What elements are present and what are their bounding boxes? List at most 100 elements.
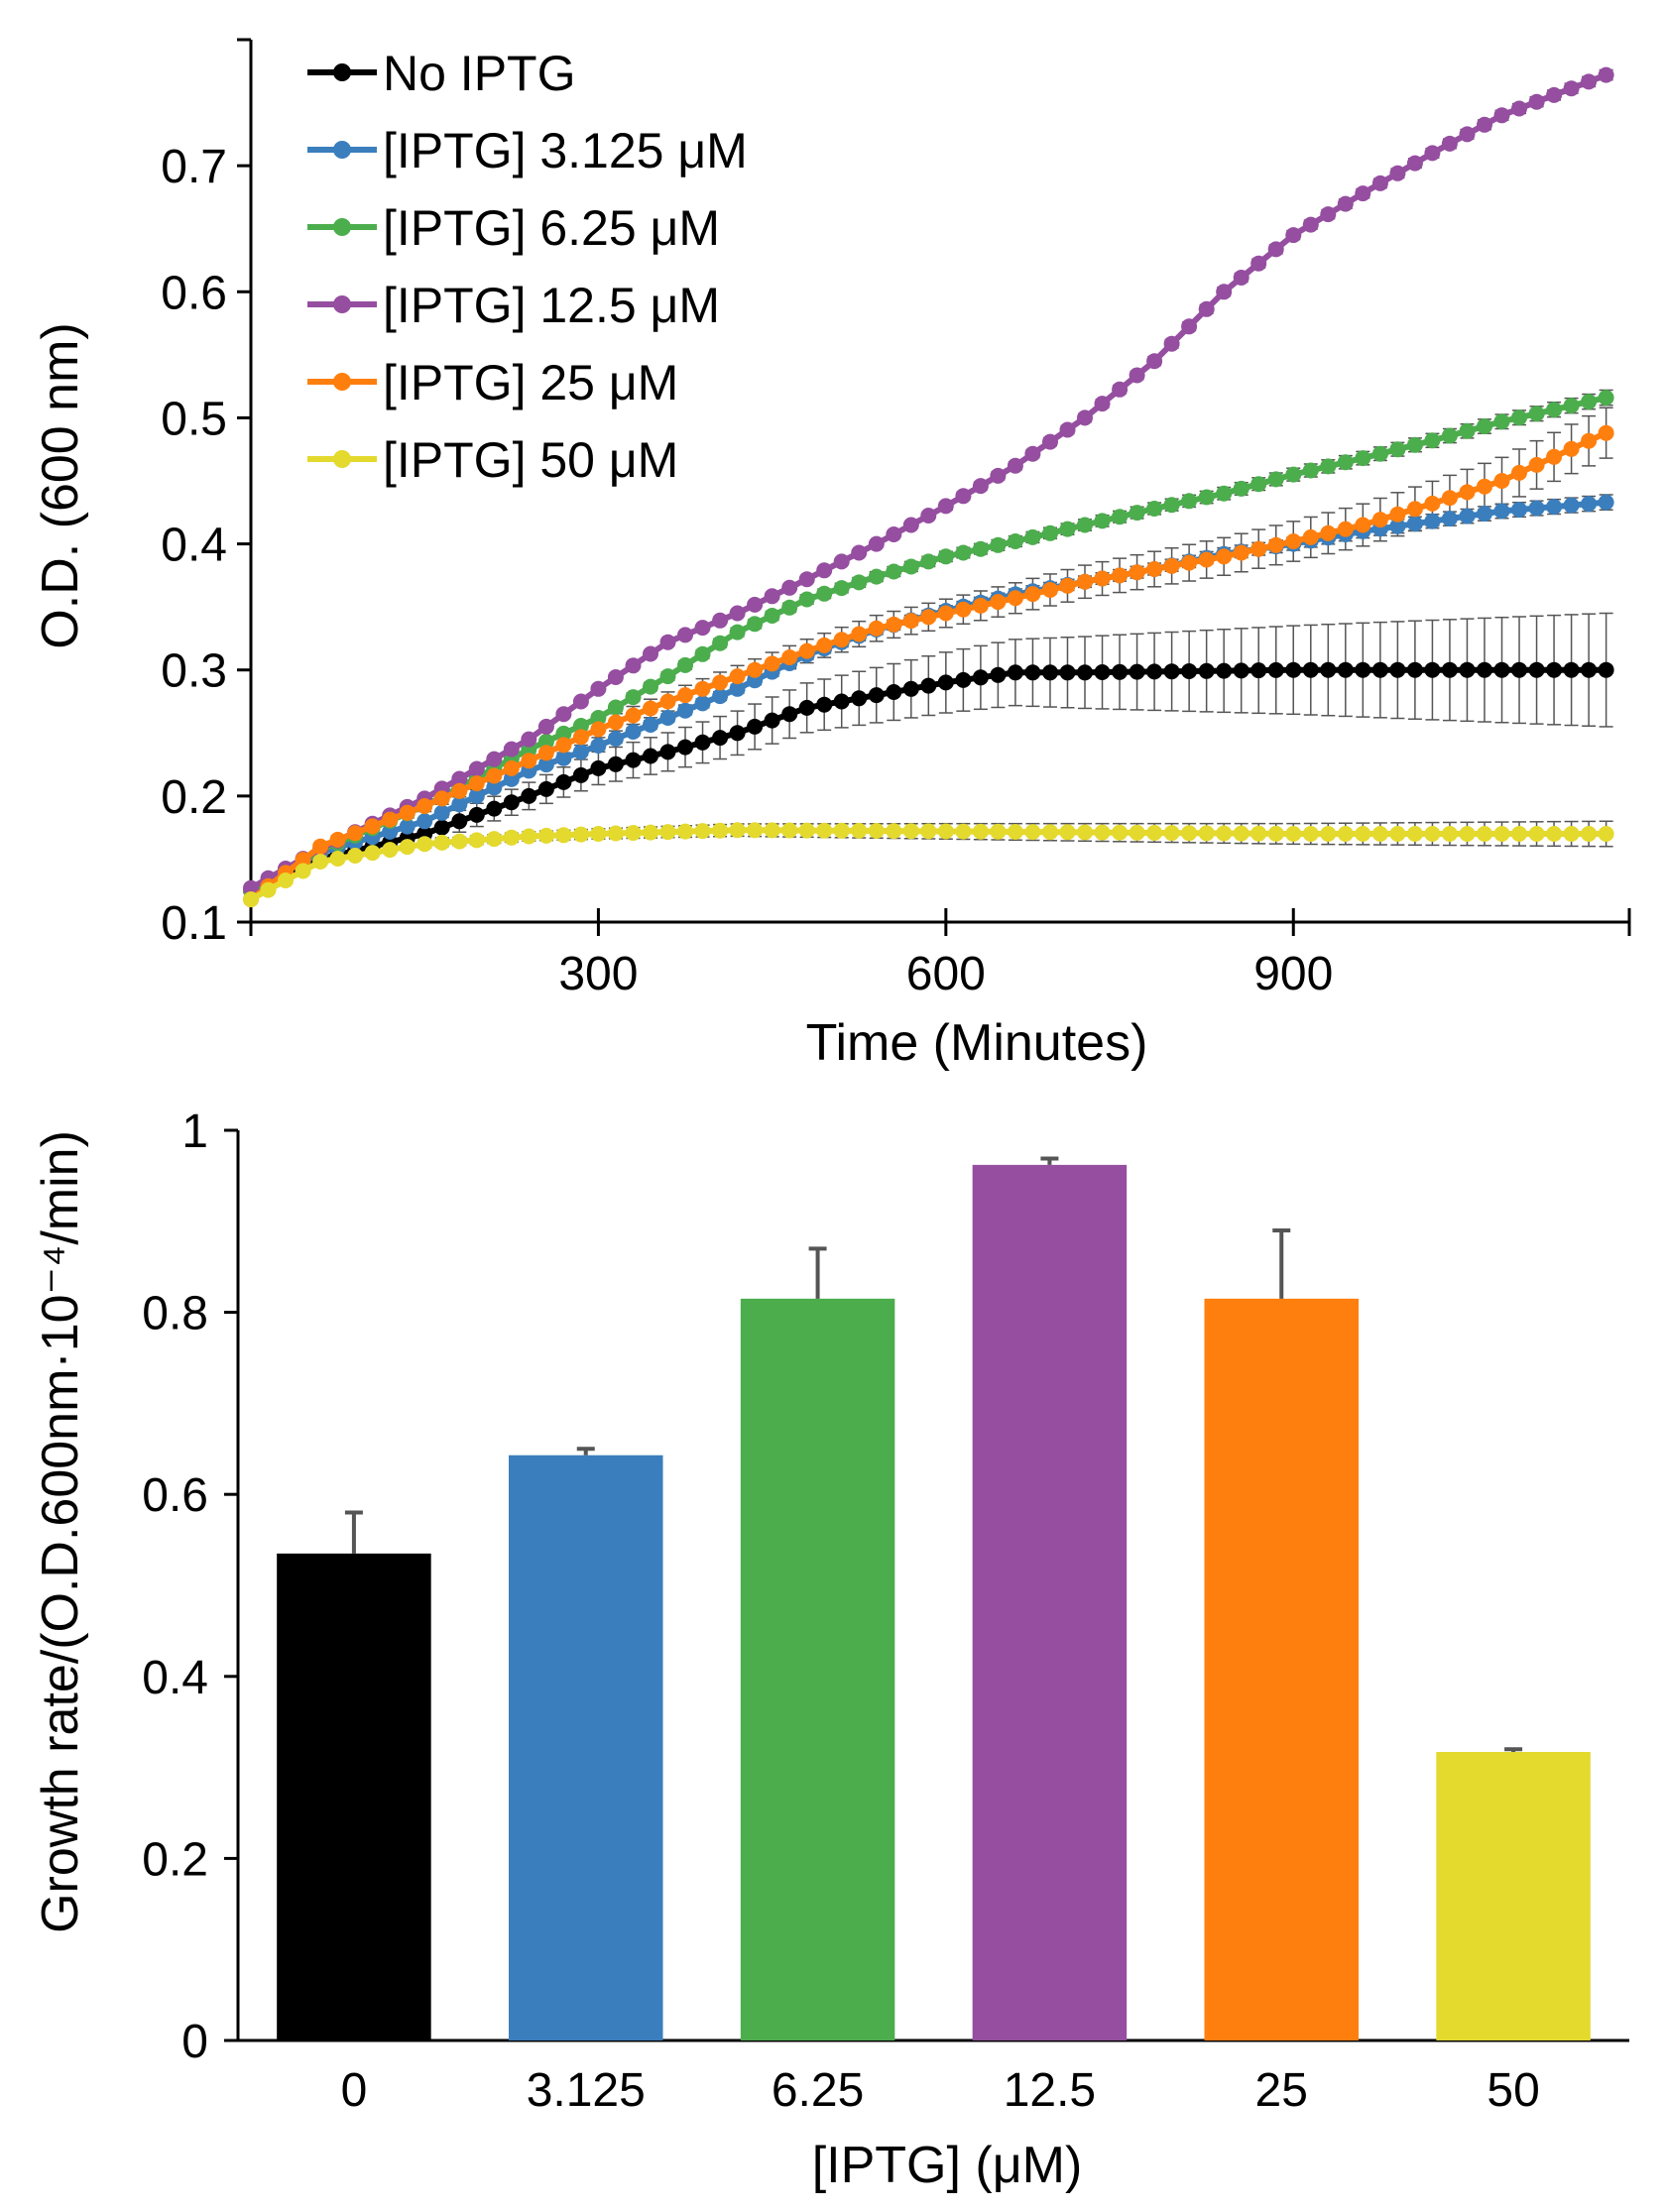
data-point <box>1337 661 1354 678</box>
data-point <box>1371 661 1388 678</box>
data-point <box>1459 484 1476 501</box>
data-point <box>1581 661 1598 678</box>
data-point <box>937 605 954 622</box>
line-chart-y-tick-label: 0.2 <box>161 771 227 824</box>
data-point <box>1146 825 1163 841</box>
data-point <box>607 756 624 772</box>
data-point <box>1563 661 1580 678</box>
data-point <box>1546 402 1563 418</box>
data-point <box>572 744 589 760</box>
data-point <box>625 752 642 768</box>
data-point <box>972 478 989 495</box>
data-point <box>590 721 607 738</box>
data-point <box>868 535 885 552</box>
line-chart-y-tick-label: 0.5 <box>161 393 227 445</box>
data-point <box>1320 661 1337 678</box>
line-chart-series <box>243 66 1614 908</box>
data-point <box>1546 826 1563 842</box>
bar-chart-bars <box>277 1164 1591 2040</box>
data-point <box>972 540 989 557</box>
data-point <box>1077 573 1093 590</box>
data-point <box>1250 662 1267 679</box>
data-point <box>1198 551 1215 568</box>
data-point <box>382 811 399 828</box>
data-point <box>1250 476 1267 493</box>
data-point <box>607 699 624 716</box>
data-point <box>798 699 815 716</box>
data-point <box>433 804 450 821</box>
data-point <box>1389 661 1406 678</box>
data-point <box>798 591 815 608</box>
data-point <box>451 782 468 799</box>
bar-chart-ticks: 0 0.2 0.4 0.6 0.8 1 0 3.125 6.25 12.5 25 50 <box>142 1106 1540 2117</box>
data-point <box>1406 516 1423 532</box>
data-point <box>1337 826 1354 842</box>
data-point <box>1198 489 1215 506</box>
line-chart-y-tick-label: 0.6 <box>161 267 227 319</box>
data-point <box>1094 513 1111 529</box>
data-point <box>1459 126 1476 143</box>
data-point <box>920 823 937 840</box>
data-point <box>677 687 693 704</box>
line-chart-x-tick-label: 600 <box>906 948 986 1000</box>
data-point <box>1511 826 1527 842</box>
data-point <box>1337 521 1354 537</box>
data-point <box>1528 406 1545 422</box>
bar-chart-y-tick-label: 0 <box>181 2016 208 2068</box>
data-point <box>1042 582 1058 598</box>
data-point <box>1528 93 1545 110</box>
line-chart-x-tick-label: 300 <box>558 948 638 1000</box>
data-point <box>1424 826 1441 842</box>
data-point <box>816 562 833 579</box>
data-point <box>364 818 381 835</box>
data-point <box>643 700 658 717</box>
data-point <box>972 823 989 840</box>
data-point <box>1511 661 1527 678</box>
data-point <box>1598 66 1614 83</box>
data-point <box>1077 409 1093 426</box>
data-point <box>781 706 798 723</box>
data-point <box>399 804 416 821</box>
data-point <box>1042 433 1058 450</box>
data-point <box>677 702 693 719</box>
data-point <box>572 826 589 843</box>
data-point <box>1285 661 1302 678</box>
data-point <box>1181 663 1198 679</box>
data-point <box>312 854 329 870</box>
data-point <box>694 695 711 712</box>
data-point <box>1163 557 1180 574</box>
bar-chart-x-tick-label: 3.125 <box>527 2064 646 2117</box>
line-chart-x-axis-title: Time (Minutes) <box>806 1014 1148 1072</box>
data-point <box>781 649 798 665</box>
data-point <box>1267 825 1284 842</box>
data-point <box>1007 824 1023 840</box>
line-chart-y-tick-label: 0.1 <box>161 897 227 950</box>
data-point <box>1267 241 1284 258</box>
data-point <box>764 655 780 672</box>
data-point <box>607 669 624 685</box>
data-point <box>1441 826 1458 842</box>
data-point <box>607 731 624 747</box>
legend-entry: [IPTG] 3.125 μM <box>307 123 748 178</box>
data-point <box>747 596 764 613</box>
data-point <box>1216 284 1233 300</box>
data-point <box>1406 826 1423 842</box>
line-chart-y-tick-label: 0.3 <box>161 645 227 698</box>
data-point <box>1059 521 1076 537</box>
data-point <box>625 707 642 724</box>
data-point <box>486 751 503 767</box>
data-point <box>503 759 520 776</box>
bar-chart-y-tick-label: 0.4 <box>142 1652 208 1704</box>
data-point <box>781 599 798 616</box>
bar-6.25 <box>740 1298 895 2040</box>
data-point <box>537 757 554 773</box>
legend-swatch-marker <box>333 218 351 236</box>
data-point <box>1477 478 1492 495</box>
data-point <box>1424 495 1441 512</box>
data-point <box>590 738 607 754</box>
data-point <box>590 710 607 726</box>
data-point <box>1163 825 1180 842</box>
data-point <box>1528 826 1545 842</box>
data-point <box>503 770 520 787</box>
line-chart-y-tick-label: 0.7 <box>161 141 227 193</box>
